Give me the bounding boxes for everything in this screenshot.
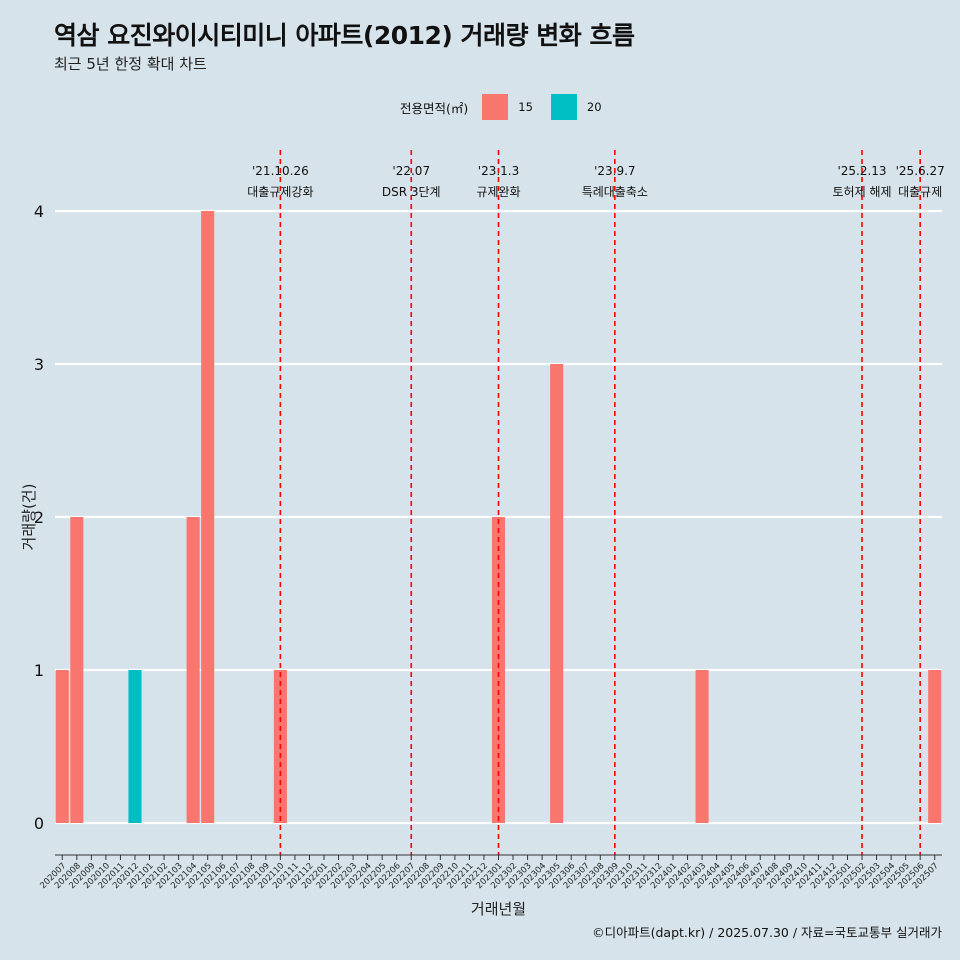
bar-20-202012 bbox=[128, 670, 142, 823]
legend-label-20: 20 bbox=[586, 100, 602, 114]
legend-key-20 bbox=[550, 94, 577, 120]
event-label-202502: 토허제 해제 bbox=[833, 185, 892, 199]
bar-15-202305 bbox=[550, 364, 564, 823]
bar-15-202507 bbox=[928, 670, 942, 823]
event-label-202301: 규제완화 bbox=[476, 185, 520, 199]
event-label-202506: 대출규제 bbox=[898, 185, 942, 199]
y-tick-label: 4 bbox=[34, 202, 44, 221]
event-date-202301: '23.1.3 bbox=[478, 164, 519, 178]
event-date-202502: '25.2.13 bbox=[837, 164, 886, 178]
y-tick-label: 3 bbox=[34, 355, 44, 374]
bar-15-202403 bbox=[695, 670, 709, 823]
y-tick-label: 2 bbox=[34, 508, 44, 527]
bar-15-202007 bbox=[55, 670, 69, 823]
event-date-202110: '21.10.26 bbox=[252, 164, 309, 178]
legend-key-15 bbox=[482, 94, 509, 120]
bar-15-202105 bbox=[201, 211, 215, 823]
event-date-202506: '25.6.27 bbox=[896, 164, 945, 178]
legend-title: 전용면적(㎡) bbox=[400, 100, 469, 116]
chart-title: 역삼 요진와이시티미니 아파트(2012) 거래량 변화 흐름 bbox=[54, 21, 635, 50]
legend: 전용면적(㎡) 15 20 bbox=[400, 93, 620, 121]
y-axis-title: 거래량(건) bbox=[20, 484, 38, 551]
y-tick-label: 1 bbox=[34, 661, 44, 680]
x-axis-title: 거래년월 bbox=[471, 900, 526, 918]
bar-15-202301 bbox=[491, 517, 506, 823]
bar-15-202008 bbox=[70, 517, 84, 823]
event-date-202309: '23.9.7 bbox=[594, 164, 635, 178]
event-label-202207: DSR 3단계 bbox=[382, 185, 441, 199]
y-tick-label: 0 bbox=[34, 814, 44, 833]
chart-subtitle: 최근 5년 한정 확대 차트 bbox=[54, 55, 207, 73]
source-caption: ©디아파트(dapt.kr) / 2025.07.30 / 자료=국토교통부 실… bbox=[592, 925, 942, 940]
event-date-202207: '22.07 bbox=[392, 164, 430, 178]
legend-label-15: 15 bbox=[518, 100, 533, 114]
event-label-202309: 특례대출축소 bbox=[582, 185, 648, 199]
event-label-202110: 대출규제강화 bbox=[247, 185, 313, 199]
bar-15-202104 bbox=[186, 517, 200, 823]
